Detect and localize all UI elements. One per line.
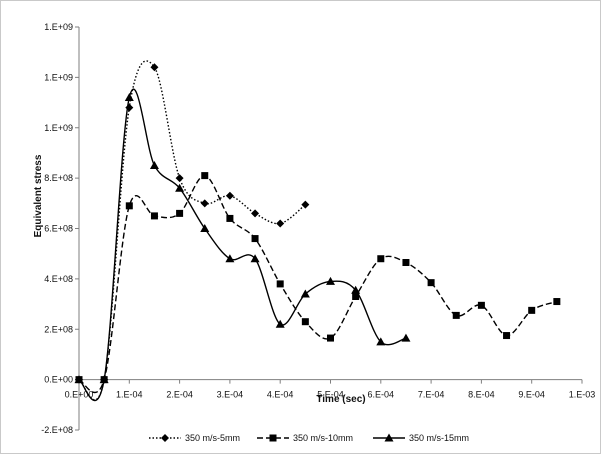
legend: 350 m/s-5mm 350 m/s-10mm 350 m/s-15mm [149,433,469,443]
legend-marker-square [269,434,277,442]
legend-label-3: 350 m/s-15mm [409,433,469,443]
y-axis-title: Equivalent stress [33,154,44,237]
data-point-square [251,235,259,243]
x-tick-label: 9.E-04 [518,390,545,400]
data-point-diamond [225,191,234,200]
data-point-diamond [251,209,260,218]
data-point-square [377,255,385,263]
data-point-triangle [124,93,134,102]
x-tick-label: 5.E-04 [317,390,344,400]
data-point-square [503,332,511,340]
x-tick-label: 2.E-04 [166,390,193,400]
data-point-square [427,279,435,287]
x-tick-label: 1.E-04 [116,390,143,400]
x-axis-title: Time (sec) [316,394,365,405]
data-point-square [276,280,284,288]
data-point-diamond [276,219,285,228]
data-point-square [352,293,360,301]
data-point-square [452,311,460,319]
data-point-triangle [401,333,411,342]
series-layer [74,60,561,402]
data-point-square [226,214,234,222]
y-tick-label: 2.E+08 [44,324,73,334]
legend-label-1: 350 m/s-5mm [185,433,240,443]
data-point-triangle [250,254,260,263]
data-point-triangle [149,161,159,170]
y-tick-label: 1.E+09 [44,123,73,133]
data-point-square [201,172,209,180]
data-point-diamond [125,103,134,112]
x-tick-label: 0.E+00 [65,390,94,400]
data-point-triangle [351,285,361,294]
data-point-diamond [150,63,159,72]
data-point-triangle [376,337,386,346]
data-point-triangle [99,375,109,384]
y-tick-label: 6.E+08 [44,224,73,234]
data-point-triangle [225,254,235,263]
data-point-triangle [326,276,335,285]
data-point-square [176,209,184,217]
data-point-diamond [175,174,184,183]
data-point-square [125,202,133,210]
y-tick-label: 4.E+08 [44,274,73,284]
y-tick-label: -2.E+08 [41,425,73,435]
data-point-square [528,306,536,314]
data-point-square [477,301,485,309]
data-point-triangle [74,375,84,384]
x-tick-label: 3.E-04 [217,390,244,400]
series-line-3 [78,88,407,402]
legend-marker-triangle [384,433,394,442]
data-point-diamond [200,199,209,208]
data-point-square [301,318,309,326]
ticks-layer: -2.E+08 0.E+00 2.E+08 4.E+08 6.E+08 8.E+08 1.E… [41,22,595,435]
series-line-2 [78,174,558,394]
data-point-square [150,212,158,220]
y-tick-label: 1.E+09 [44,72,73,82]
x-tick-label: 1.E-03 [569,390,596,400]
y-tick-label: 1.E+09 [44,22,73,32]
data-point-square [402,259,410,267]
y-tick-label: 8.E+08 [44,173,73,183]
legend-marker-diamond [161,434,169,442]
series-line-1 [78,60,306,401]
data-point-triangle [175,183,185,192]
legend-label-2: 350 m/s-10mm [293,433,353,443]
axes-layer [78,27,582,430]
data-point-triangle [300,289,310,298]
x-tick-label: 4.E-04 [267,390,294,400]
data-point-triangle [200,224,210,232]
x-tick-label: 6.E-04 [368,390,395,400]
data-point-square [327,334,334,342]
data-point-diamond [301,200,310,209]
x-tick-label: 7.E-04 [418,390,445,400]
y-tick-label: 0.E+00 [44,375,73,385]
x-tick-label: 8.E-04 [468,390,495,400]
data-point-square [553,298,561,306]
data-point-triangle [275,319,285,328]
